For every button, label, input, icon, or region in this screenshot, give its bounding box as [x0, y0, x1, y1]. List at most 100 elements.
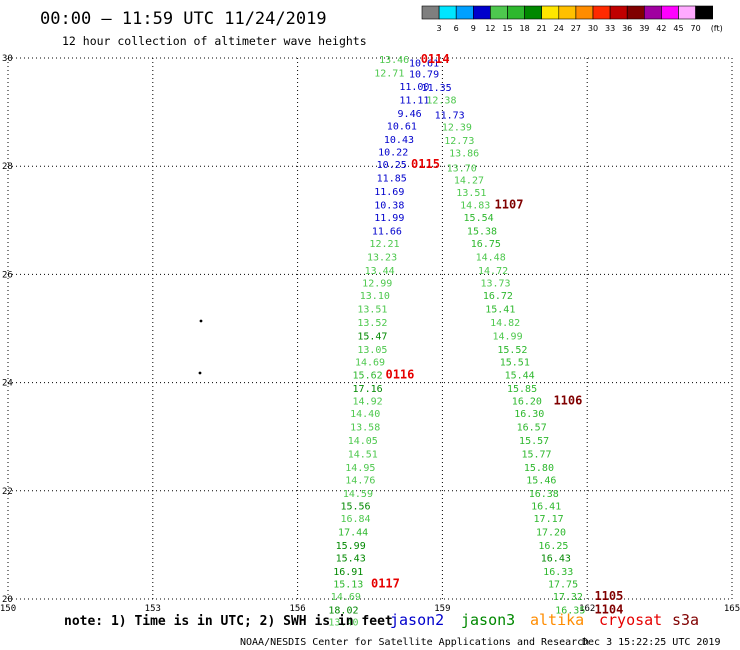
- wave-height-label: 15.52: [497, 345, 527, 356]
- pass-time-label: 0116: [385, 367, 414, 381]
- y-tick-label: 28: [2, 162, 13, 172]
- wave-height-label: 13.86: [449, 149, 479, 160]
- color-scale-legend: 3 6 9 12 15 18 21 24 27 30 33 36 39 42 45 70 (ft): [421, 5, 723, 33]
- wave-height-label: 16.30: [514, 409, 544, 420]
- color-swatch: [695, 5, 713, 20]
- wave-height-label: 11.85: [377, 174, 407, 185]
- footer-note: note: 1) Time is in UTC; 2) SWH is in fe…: [64, 614, 393, 629]
- color-swatch: [575, 5, 594, 20]
- color-swatch: [643, 5, 662, 20]
- wave-height-label: 16.43: [541, 553, 571, 564]
- wave-height-label: 11.11: [399, 96, 429, 107]
- color-scale-label: 30: [588, 24, 598, 33]
- color-scale-unit: (ft): [711, 24, 723, 33]
- wave-height-label: 18.02: [328, 605, 358, 616]
- wave-height-label: 10.79: [409, 70, 439, 81]
- wave-height-label: 14.27: [454, 176, 484, 187]
- wave-height-label: 14.99: [493, 332, 523, 343]
- wave-height-label: 14.48: [476, 253, 506, 264]
- color-scale-label: 18: [520, 24, 530, 33]
- wave-height-label: 17.32: [553, 592, 583, 603]
- color-scale-label: 21: [537, 24, 547, 33]
- wave-height-label: 15.44: [505, 370, 535, 381]
- color-swatch: [524, 5, 542, 20]
- wave-height-label: 13.40: [328, 618, 358, 629]
- wave-height-label: 15.56: [340, 501, 370, 512]
- chart-title: 00:00 – 11:59 UTC 11/24/2019: [40, 9, 327, 29]
- color-swatch: [661, 5, 679, 20]
- wave-height-label: 10.43: [384, 135, 414, 146]
- color-scale-label: 6: [454, 24, 459, 33]
- y-tick-label: 26: [2, 270, 13, 280]
- wave-height-label: 16.72: [483, 291, 513, 302]
- credit-text: NOAA/NESDIS Center for Satellite Applica…: [240, 637, 589, 648]
- wave-height-label: 13.10: [360, 291, 390, 302]
- wave-height-label: 15.62: [353, 370, 383, 381]
- color-scale-label: 45: [673, 24, 683, 33]
- wave-height-label: 15.13: [333, 579, 363, 590]
- x-tick-label: 159: [434, 604, 450, 614]
- color-swatch: [541, 5, 560, 20]
- wave-height-label: 16.84: [340, 514, 370, 525]
- pass-time-label: 0115: [411, 157, 440, 171]
- wave-height-label: 11.99: [374, 213, 404, 224]
- color-scale-label: 36: [622, 24, 632, 33]
- wave-height-label: 16.41: [531, 501, 561, 512]
- wave-height-label: 12.21: [369, 239, 399, 250]
- pass-time-label: 1107: [495, 198, 524, 212]
- pass-time-label: 1104: [594, 602, 623, 616]
- wave-height-label: 9.46: [398, 109, 422, 120]
- wave-height-label: 17.20: [536, 527, 566, 538]
- wave-height-label: 16.25: [538, 541, 568, 552]
- wave-height-label: 14.92: [353, 396, 383, 407]
- wave-height-label: 13.46: [379, 55, 409, 66]
- wave-height-label: 13.05: [357, 345, 387, 356]
- wave-height-label: 12.39: [442, 123, 472, 134]
- chart-subtitle: 12 hour collection of altimeter wave hei…: [62, 34, 367, 48]
- wave-height-label: 15.38: [467, 227, 497, 238]
- wave-height-label: 15.46: [526, 475, 556, 486]
- satellite-jason2-label: jason2: [390, 611, 444, 629]
- color-swatch: [592, 5, 611, 20]
- wave-height-label: 15.54: [464, 213, 494, 224]
- satellite-s3a-label: s3a: [672, 611, 699, 629]
- color-swatch: [626, 5, 645, 20]
- wave-height-label: 16.75: [471, 239, 501, 250]
- wave-height-label: 15.51: [500, 358, 530, 369]
- color-scale-label: 42: [656, 24, 666, 33]
- timestamp-text: Dec 3 15:22:25 UTC 2019: [582, 637, 720, 648]
- land-dot: [199, 319, 203, 323]
- wave-height-label: 13.58: [350, 422, 380, 433]
- x-tick-label: 153: [145, 604, 161, 614]
- color-swatch: [507, 5, 525, 20]
- color-scale-label: 3: [437, 24, 442, 33]
- wave-height-label: 16.33: [543, 567, 573, 578]
- wave-height-label: 15.99: [336, 541, 366, 552]
- wave-height-label: 14.40: [350, 409, 380, 420]
- wave-height-label: 13.70: [447, 163, 477, 174]
- color-scale-label: 24: [554, 24, 564, 33]
- wave-height-label: 16.35: [555, 605, 585, 616]
- wave-height-label: 11.66: [372, 227, 402, 238]
- wave-height-label: 17.44: [338, 527, 368, 538]
- map-grid: [7, 57, 733, 600]
- x-tick-label: 150: [0, 604, 16, 614]
- wave-height-label: 11.35: [422, 83, 452, 94]
- wave-height-label: 15.47: [357, 332, 387, 343]
- wave-height-label: 14.76: [345, 475, 375, 486]
- wave-height-label: 15.85: [507, 384, 537, 395]
- wave-height-label: 16.57: [517, 422, 547, 433]
- pass-time-label: 0114: [421, 52, 450, 66]
- wave-height-label: 16.91: [333, 567, 363, 578]
- wave-height-label: 11.00: [399, 82, 429, 93]
- wave-height-label: 10.25: [377, 160, 407, 171]
- y-tick-label: 22: [2, 487, 13, 497]
- land-dot: [198, 371, 202, 375]
- wave-height-label: 15.77: [521, 449, 551, 460]
- wave-height-label: 16.38: [529, 489, 559, 500]
- wave-height-label: 14.69: [331, 592, 361, 603]
- wave-height-label: 17.16: [353, 384, 383, 395]
